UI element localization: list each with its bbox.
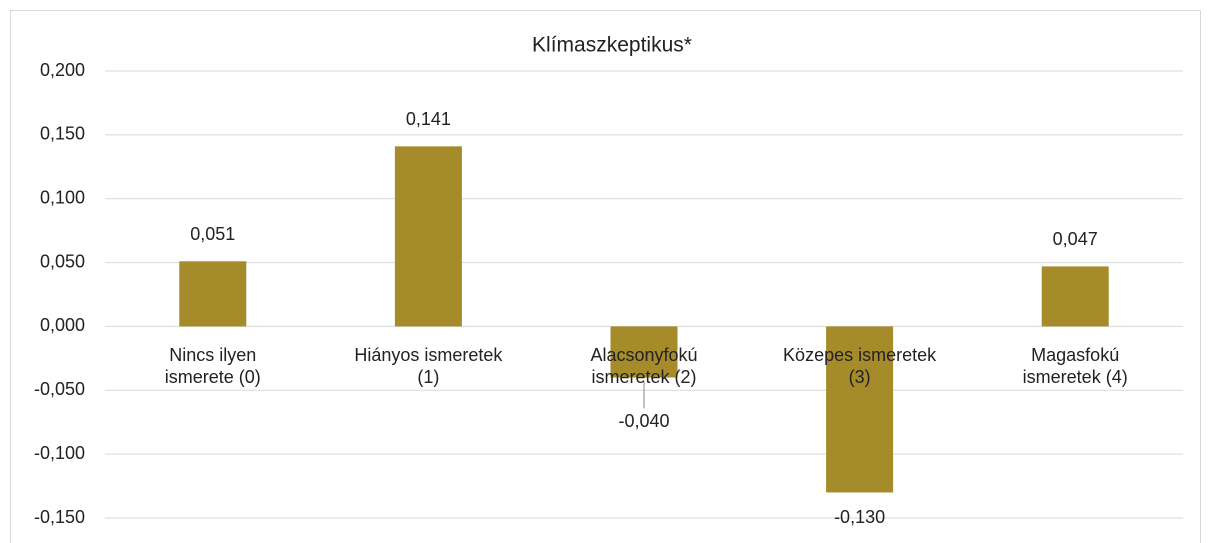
bar [826,326,894,493]
y-tick-label: -0,050 [34,379,85,399]
y-tick-label: -0,150 [34,507,85,527]
chart-title: Klímaszkeptikus* [532,34,692,57]
x-tick-label: Alacsonyfokú ismeretek (2) [590,345,698,388]
data-label: -0,130 [834,507,885,527]
bar [179,261,247,327]
y-tick-label: -0,100 [34,443,85,463]
y-tick-label: 0,100 [40,187,85,207]
y-tick-label: 0,150 [40,124,85,144]
data-label: -0,040 [618,411,669,431]
y-tick-label: 0,000 [40,315,85,335]
x-tick-label: Magasfokú ismeretek (4) [1022,345,1128,388]
data-label: 0,051 [190,224,235,244]
x-tick-label: Közepes ismeretek (3) [783,345,937,388]
x-tick-label: Nincs ilyen ismerete (0) [164,345,261,388]
data-label: 0,047 [1053,229,1098,249]
x-tick-label: Hiányos ismeretek (1) [354,345,503,388]
y-tick-label: 0,200 [40,60,85,80]
bar [610,326,678,378]
data-label: 0,141 [406,109,451,129]
y-tick-label: 0,050 [40,251,85,271]
bar [1041,266,1109,327]
bar [394,146,462,327]
